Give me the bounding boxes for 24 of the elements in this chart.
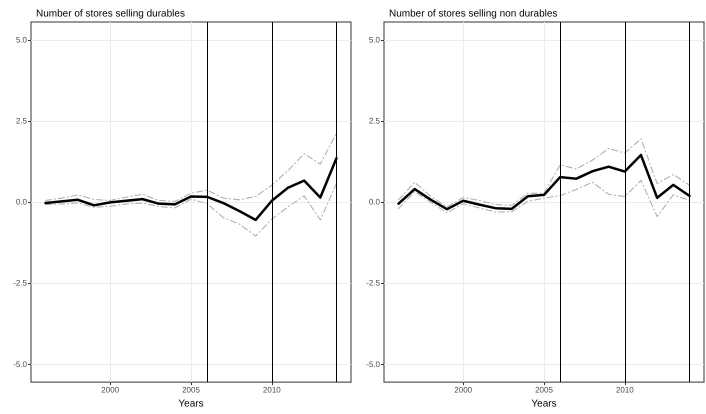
y-tick-label: -5.0: [366, 360, 381, 369]
x-tick-label: 2005: [182, 386, 200, 395]
x-tick-label: 2000: [454, 386, 473, 395]
chart-title: Number of stores selling durables: [36, 8, 185, 20]
chart-title: Number of stores selling non durables: [389, 8, 558, 20]
y-tick-label: 0.0: [368, 198, 381, 207]
y-tick-label: 2.5: [368, 116, 381, 126]
line-series: [45, 132, 337, 202]
x-axis-title: Years: [531, 398, 557, 410]
y-tick-label: 2.5: [16, 116, 28, 126]
line-series: [45, 183, 337, 237]
x-tick-label: 2000: [101, 386, 120, 395]
x-axis-title: Years: [178, 398, 204, 410]
y-tick-label: 5.0: [368, 35, 381, 44]
y-tick-label: 0.0: [16, 198, 28, 207]
x-tick-label: 2005: [535, 386, 554, 395]
y-tick-label: 5.0: [16, 35, 28, 44]
line-series: [398, 138, 690, 208]
y-tick-label: -2.5: [13, 278, 28, 288]
y-tick-label: -5.0: [13, 360, 28, 369]
x-tick-label: 2010: [262, 386, 282, 395]
y-tick-label: -2.5: [366, 278, 381, 288]
x-tick-label: 2010: [616, 386, 634, 395]
line-series: [398, 180, 690, 218]
